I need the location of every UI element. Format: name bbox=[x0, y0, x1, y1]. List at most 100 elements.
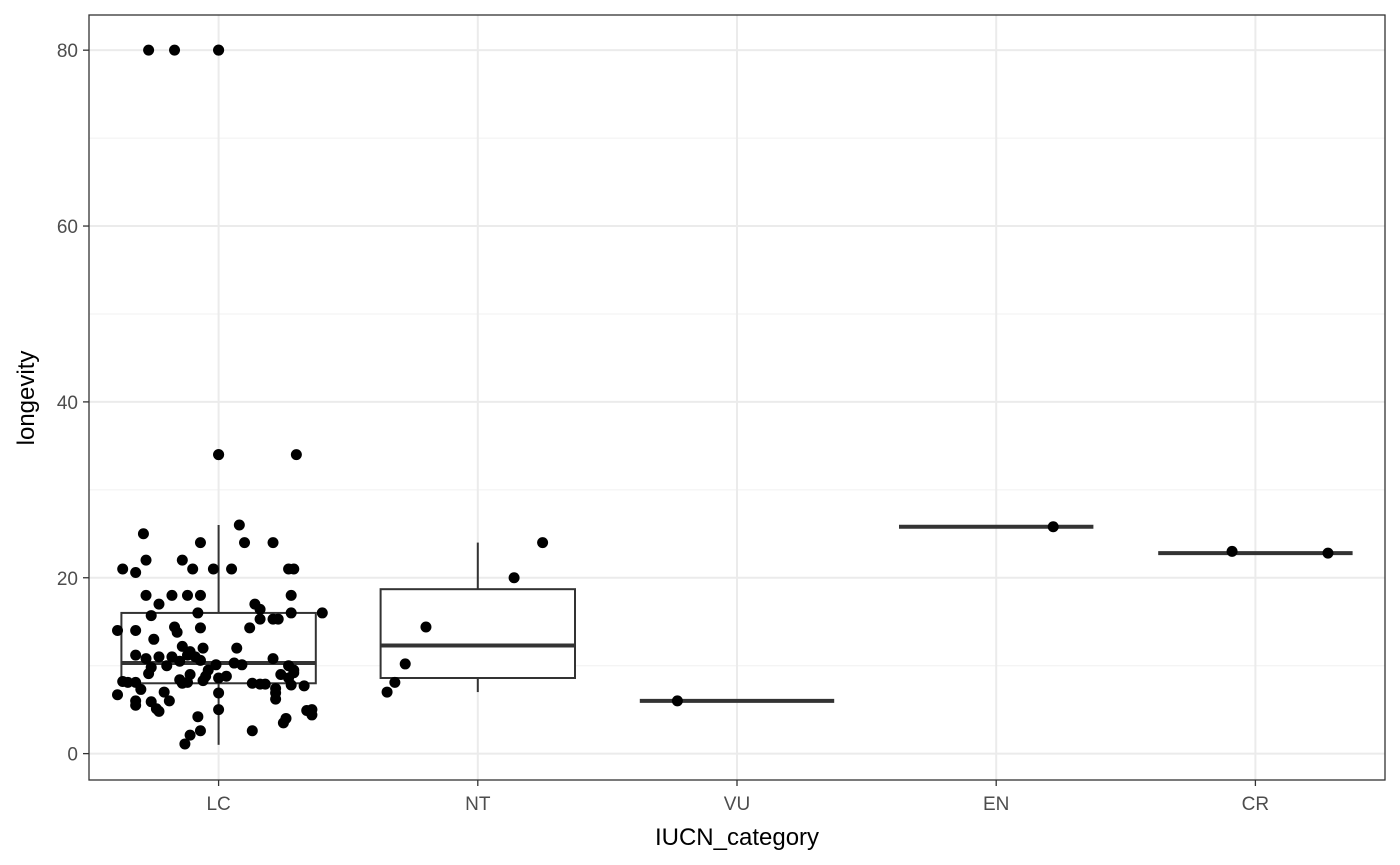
data-point bbox=[176, 640, 188, 652]
data-point bbox=[153, 705, 165, 717]
y-tick-label: 40 bbox=[57, 393, 78, 414]
data-point bbox=[226, 563, 238, 575]
data-point bbox=[272, 613, 284, 625]
data-point bbox=[213, 704, 225, 716]
data-point bbox=[285, 679, 297, 691]
box-iqr bbox=[379, 588, 576, 679]
plot-panel bbox=[88, 14, 1386, 781]
data-point bbox=[1047, 521, 1059, 533]
x-axis: LC NT VU EN CR bbox=[206, 780, 1269, 815]
y-tick-label: 0 bbox=[67, 745, 78, 766]
data-point bbox=[537, 537, 549, 549]
data-point bbox=[399, 658, 411, 670]
y-tick-label: 80 bbox=[57, 41, 78, 62]
data-point bbox=[112, 689, 124, 701]
data-point bbox=[254, 603, 266, 615]
y-axis-title: longevity bbox=[13, 351, 40, 446]
data-point bbox=[381, 686, 393, 698]
data-point bbox=[161, 660, 173, 672]
data-point bbox=[290, 449, 302, 461]
data-point bbox=[148, 633, 160, 645]
data-point bbox=[316, 607, 328, 619]
data-point bbox=[181, 676, 193, 688]
data-point bbox=[288, 563, 300, 575]
data-point bbox=[244, 622, 256, 634]
data-point bbox=[259, 678, 271, 690]
data-point bbox=[137, 528, 149, 540]
x-tick-label-lc: LC bbox=[206, 794, 230, 815]
data-point bbox=[194, 589, 206, 601]
data-point bbox=[306, 709, 318, 721]
data-point bbox=[140, 554, 152, 566]
data-point bbox=[267, 653, 279, 665]
data-point bbox=[277, 717, 289, 729]
data-point bbox=[213, 687, 225, 699]
data-point bbox=[267, 537, 279, 549]
data-point bbox=[140, 589, 152, 601]
data-point bbox=[420, 621, 432, 633]
data-point bbox=[194, 654, 206, 666]
data-point bbox=[192, 711, 204, 723]
data-point bbox=[285, 607, 297, 619]
data-point bbox=[140, 653, 152, 665]
data-point bbox=[194, 537, 206, 549]
data-point bbox=[1226, 545, 1238, 557]
point-layer bbox=[112, 44, 1334, 750]
y-tick-label: 60 bbox=[57, 217, 78, 238]
data-point bbox=[112, 625, 124, 637]
data-point bbox=[236, 659, 248, 671]
data-point bbox=[508, 572, 520, 584]
data-point bbox=[194, 725, 206, 737]
x-tick-label-vu: VU bbox=[724, 794, 750, 815]
data-point bbox=[143, 668, 155, 680]
x-tick-label-nt: NT bbox=[465, 794, 491, 815]
data-point bbox=[192, 607, 204, 619]
data-point bbox=[130, 566, 142, 578]
data-point bbox=[158, 686, 170, 698]
data-point bbox=[122, 676, 134, 688]
grid-layer bbox=[89, 15, 1385, 780]
data-point bbox=[671, 695, 683, 707]
data-point bbox=[174, 655, 186, 667]
data-point bbox=[163, 695, 175, 707]
data-point bbox=[213, 44, 225, 56]
data-point bbox=[181, 589, 193, 601]
data-point bbox=[270, 693, 282, 705]
data-point bbox=[233, 519, 245, 531]
data-point bbox=[143, 44, 155, 56]
data-point bbox=[389, 676, 401, 688]
data-point bbox=[210, 659, 222, 671]
y-axis: 0 20 40 60 80 bbox=[57, 41, 89, 766]
data-point bbox=[171, 626, 183, 638]
data-point bbox=[153, 598, 165, 610]
data-point bbox=[239, 537, 251, 549]
data-point bbox=[213, 449, 225, 461]
data-point bbox=[1322, 547, 1334, 559]
data-point bbox=[135, 683, 147, 695]
data-point bbox=[246, 725, 258, 737]
data-point bbox=[153, 651, 165, 663]
data-point bbox=[145, 610, 157, 622]
data-point bbox=[254, 613, 266, 625]
data-point bbox=[166, 589, 178, 601]
data-point bbox=[169, 44, 181, 56]
data-point bbox=[130, 625, 142, 637]
data-point bbox=[117, 563, 129, 575]
data-point bbox=[197, 675, 209, 687]
data-point bbox=[285, 589, 297, 601]
data-point bbox=[179, 738, 191, 750]
data-point bbox=[194, 622, 206, 634]
data-point bbox=[298, 680, 310, 692]
data-point bbox=[184, 729, 196, 741]
x-axis-title: IUCN_category bbox=[655, 824, 819, 851]
x-tick-label-cr: CR bbox=[1242, 794, 1269, 815]
boxplot-nt bbox=[379, 542, 576, 693]
data-point bbox=[207, 563, 219, 575]
y-tick-label: 20 bbox=[57, 569, 78, 590]
data-point bbox=[130, 699, 142, 711]
data-point bbox=[231, 642, 243, 654]
data-point bbox=[130, 649, 142, 661]
x-tick-label-en: EN bbox=[983, 794, 1009, 815]
data-point bbox=[220, 670, 232, 682]
